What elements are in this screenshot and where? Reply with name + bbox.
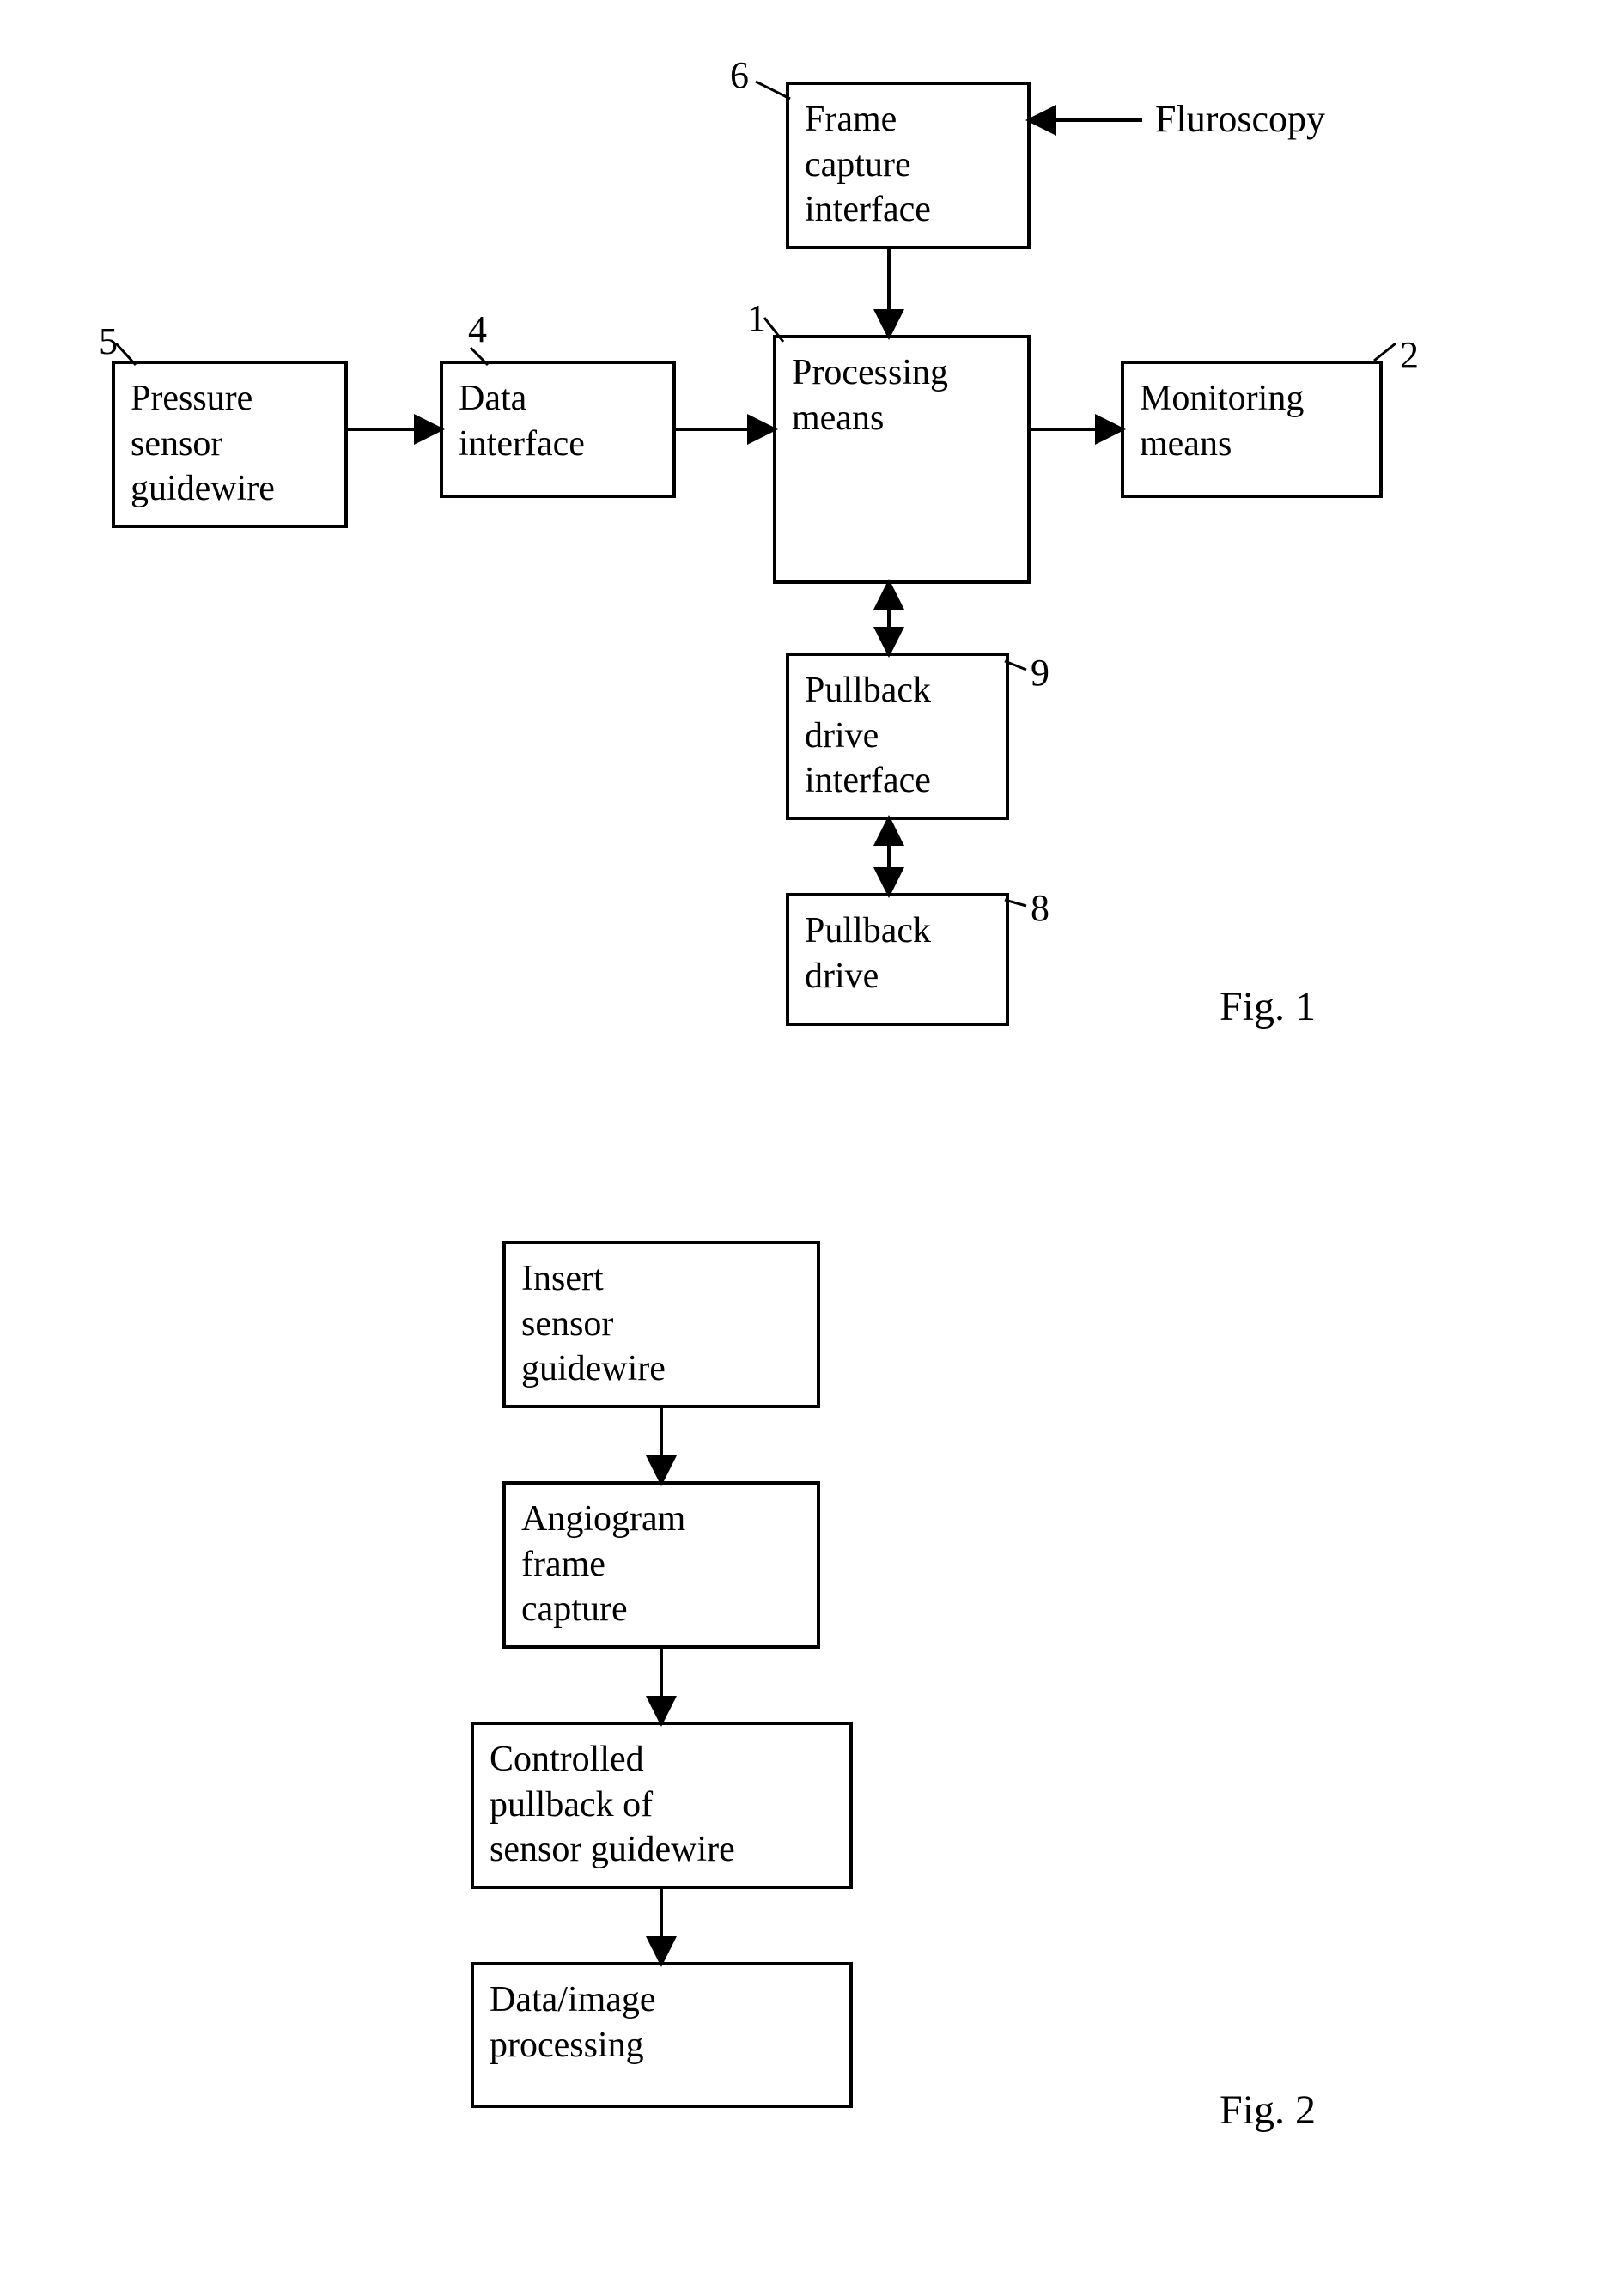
node-frame-capture-text: Frame capture interface [805, 97, 931, 233]
node-processing-text: Processing means [792, 350, 948, 440]
id-label-8: 8 [1031, 886, 1049, 930]
node-frame-capture: Frame capture interface [786, 82, 1031, 249]
node-pressure-sensor: Pressure sensor guidewire [112, 361, 348, 528]
node-monitoring: Monitoring means [1121, 361, 1383, 498]
node-dataimg: Data/image processing [471, 1962, 853, 2108]
id-label-1: 1 [747, 296, 766, 340]
node-monitoring-text: Monitoring means [1140, 376, 1304, 466]
fig2-caption: Fig. 2 [1220, 2086, 1316, 2134]
node-pullback-drive: Pullback drive [786, 893, 1009, 1026]
diagram-canvas: Frame capture interface Processing means… [0, 0, 1618, 2296]
node-insert: Insert sensor guidewire [502, 1241, 820, 1408]
fluroscopy-label: Fluroscopy [1155, 97, 1325, 141]
node-data-interface-text: Data interface [459, 376, 585, 466]
node-controlled-text: Controlled pullback of sensor guidewire [490, 1737, 735, 1873]
id-label-9: 9 [1031, 651, 1049, 695]
node-dataimg-text: Data/image processing [490, 1977, 656, 2068]
node-pressure-sensor-text: Pressure sensor guidewire [131, 376, 275, 512]
node-angiogram: Angiogram frame capture [502, 1481, 820, 1649]
node-controlled: Controlled pullback of sensor guidewire [471, 1722, 853, 1889]
node-data-interface: Data interface [440, 361, 676, 498]
id-label-4: 4 [468, 307, 487, 351]
node-pullback-drive-iface: Pullback drive interface [786, 653, 1009, 820]
fig1-caption: Fig. 1 [1220, 983, 1316, 1030]
id-label-5: 5 [99, 319, 118, 363]
node-pullback-drive-iface-text: Pullback drive interface [805, 668, 931, 804]
node-insert-text: Insert sensor guidewire [521, 1256, 666, 1392]
node-angiogram-text: Angiogram frame capture [521, 1497, 685, 1632]
id-label-2: 2 [1400, 333, 1419, 377]
node-processing: Processing means [773, 335, 1031, 584]
node-pullback-drive-text: Pullback drive [805, 908, 931, 999]
id-label-6: 6 [730, 53, 749, 97]
